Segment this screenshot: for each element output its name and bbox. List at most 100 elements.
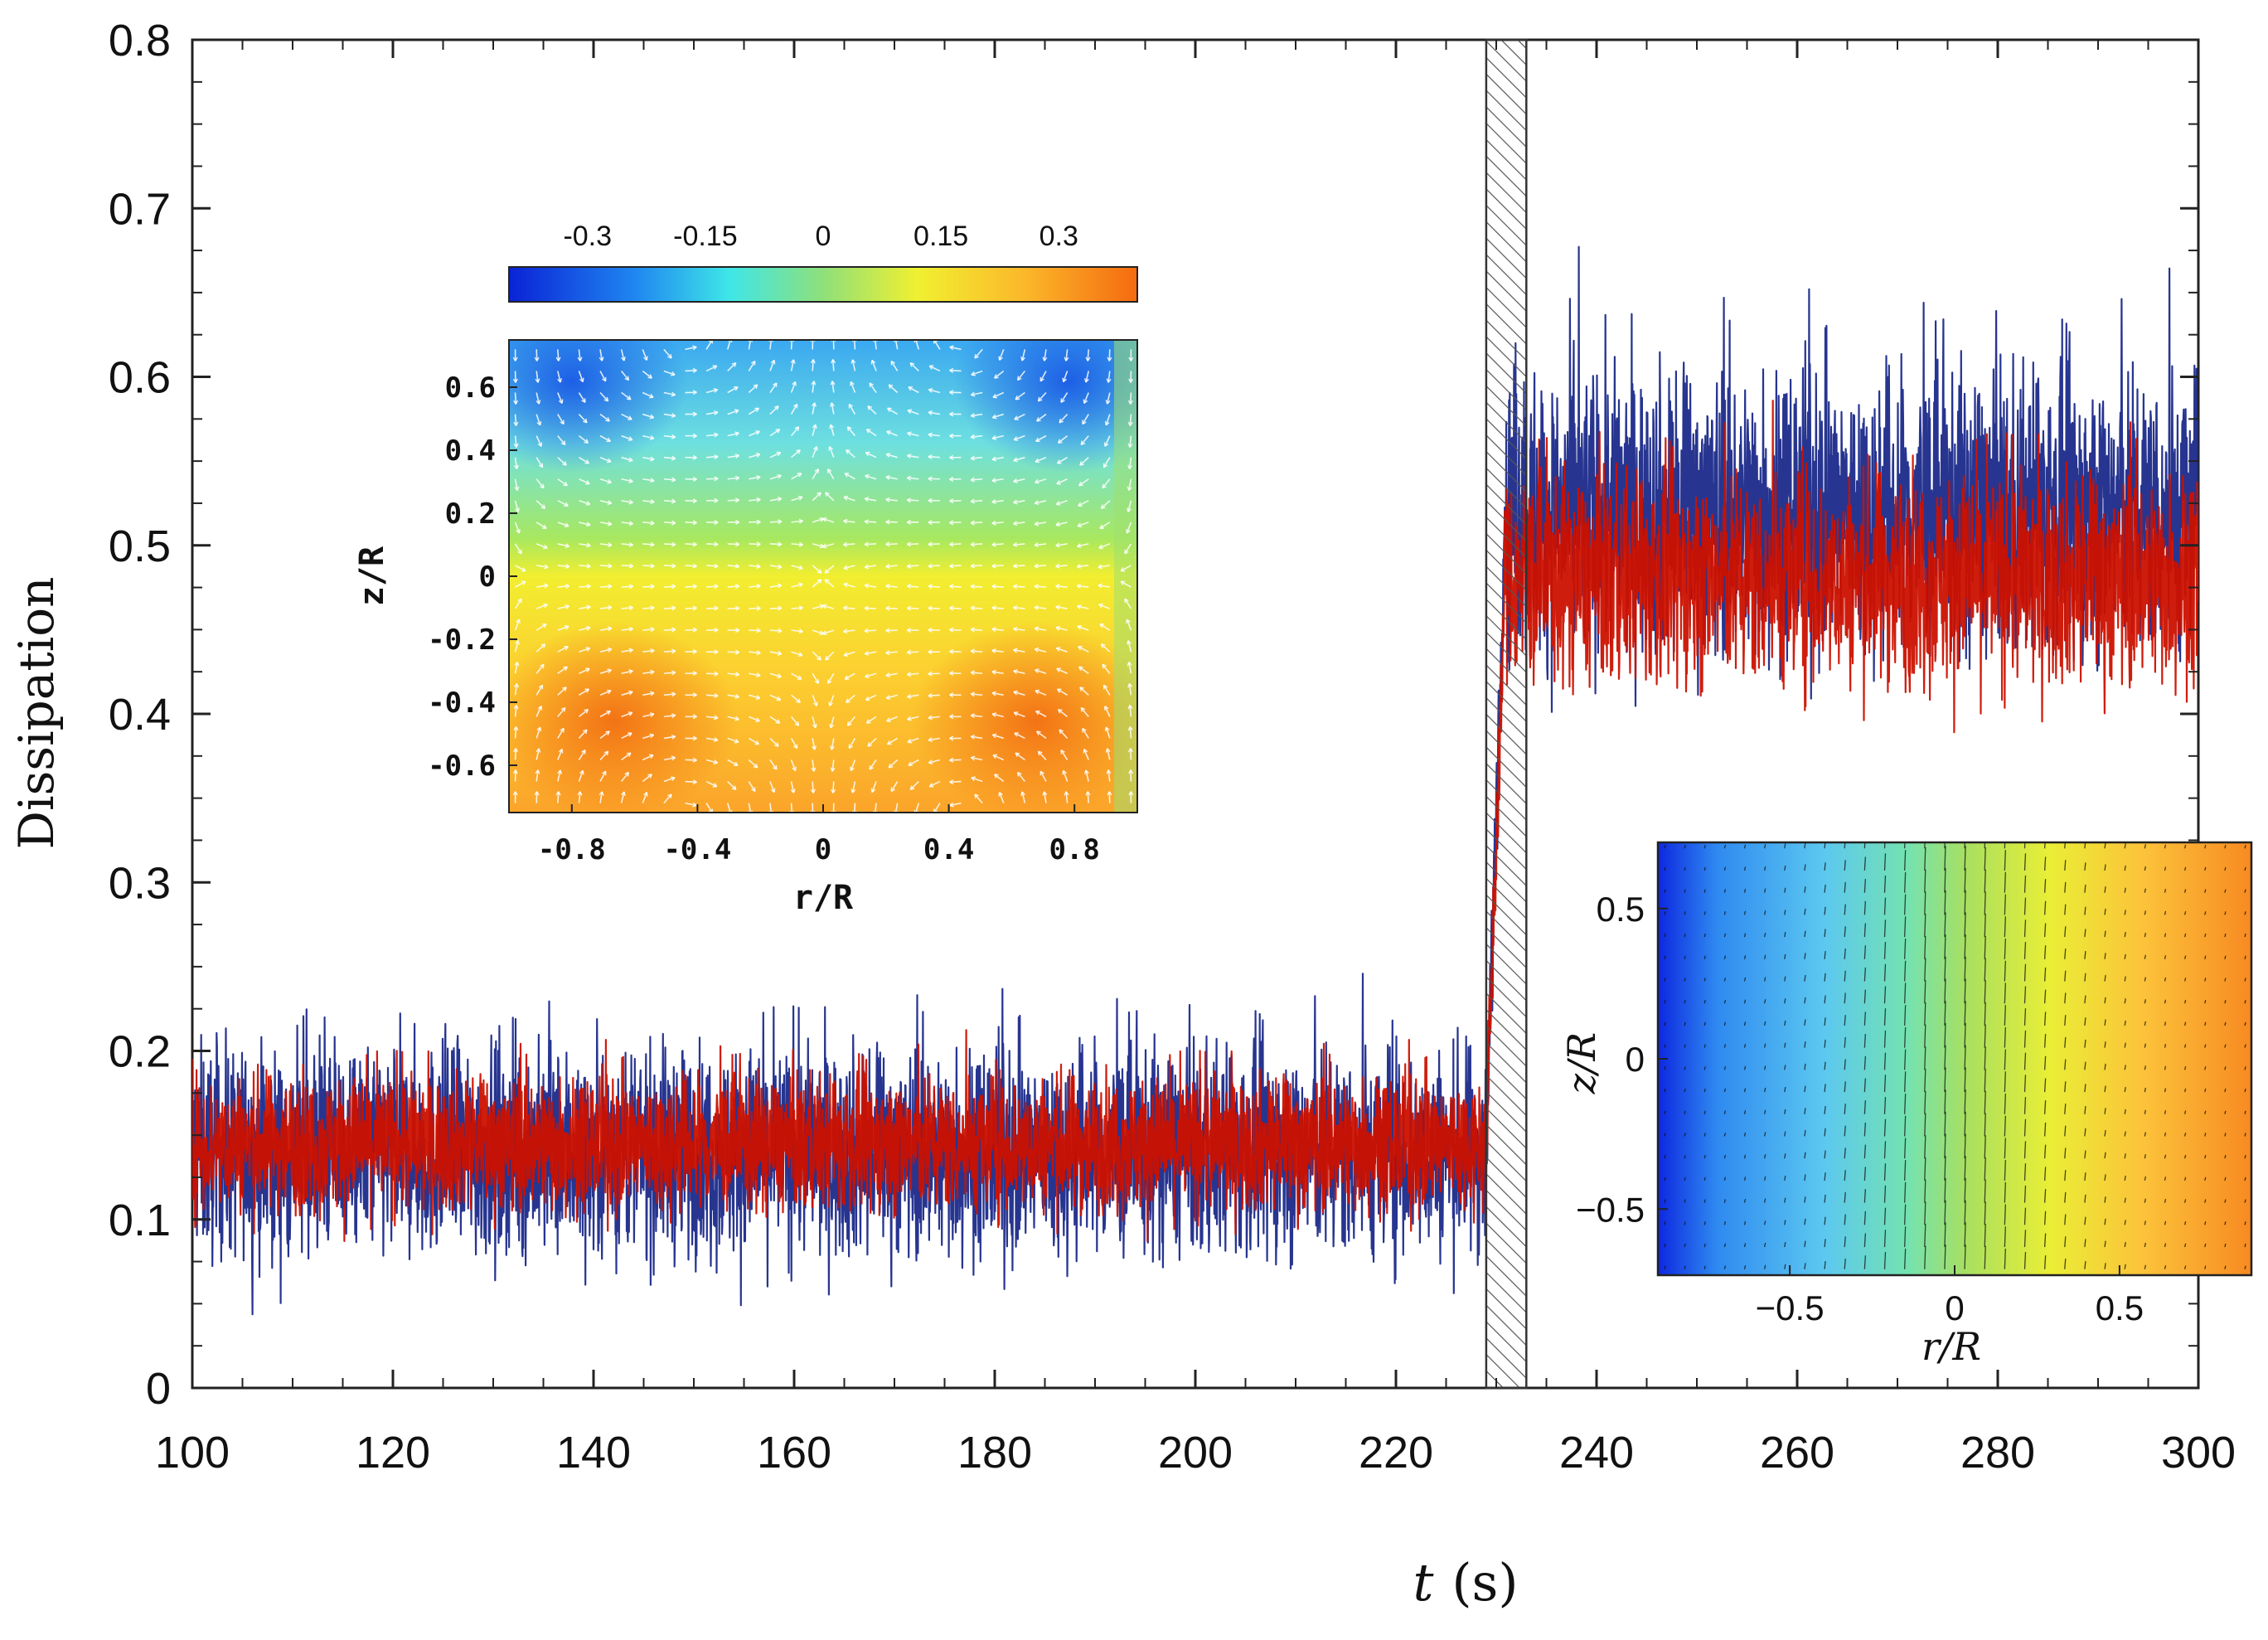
flow-arrow-head [586,522,591,527]
flow-arrow-head [1076,563,1082,569]
y-tick-label: 0.2 [109,1027,171,1077]
flow-arrow [1944,1177,1946,1203]
flow-arrow [2064,1015,2067,1026]
flow-arrow [827,672,835,684]
flow-arrow-head [1055,584,1060,590]
flow-arrow [991,585,1004,588]
flow-arrow [1703,955,1706,959]
flow-arrow [2204,978,2207,982]
flow-arrow [642,607,655,609]
flow-arrow [599,478,612,483]
flow-arrow [2023,1118,2027,1137]
flow-arrow-head [792,381,797,386]
flow-arrow-head [906,584,912,590]
flow-arrow [1883,1097,1887,1114]
flow-arrow [2204,1066,2207,1070]
flow-arrow-head [1013,669,1018,675]
flow-arrow [2244,1177,2246,1181]
flow-arrow-head [585,501,591,506]
flow-arrow [812,359,814,371]
flow-arrow-head [692,802,697,808]
flow-arrow [2104,1085,2106,1093]
flow-arrow-head [734,693,739,699]
flow-arrow [1703,1110,1706,1114]
x-tick-label: 160 [757,1428,831,1477]
flow-arrow-head [606,458,612,463]
flow-arrow-head [692,627,697,633]
flow-arrow-head [513,421,519,426]
flow-arrow [514,640,519,653]
flow-arrow-head [714,497,719,503]
flow-arrow [1035,627,1047,631]
flow-arrow-head [1083,399,1088,405]
flow-arrow [991,691,1004,696]
flow-arrow-head [821,604,827,609]
flow-arrow [1703,1243,1706,1248]
flow-arrow [1863,1211,1867,1225]
flow-arrow [2183,866,2187,871]
flow-arrow [536,457,544,468]
flow-arrow [2004,894,2007,915]
flow-arrow [2043,842,2046,849]
flow-arrow-head [560,706,566,712]
flow-arrow-head [1035,478,1040,484]
flow-arrow-head [563,666,568,672]
y-tick-label: 0 [146,1364,171,1414]
flow-arrow [885,454,898,459]
flow-arrow-head [565,563,570,569]
flow-arrow [2064,948,2067,959]
flow-arrow-head [1014,415,1019,420]
inset-left-x-tick-label: -0.8 [538,833,606,866]
flow-arrow-head [1107,357,1112,361]
flow-arrow-head [1040,376,1044,382]
flow-arrow [2064,992,2067,1004]
flow-arrow-head [586,542,591,548]
flow-arrow [748,781,756,792]
inset-right-arrows [1664,842,2246,1269]
flow-arrow [2164,1154,2167,1159]
flow-arrow [865,716,877,724]
flow-arrow [865,429,877,437]
flow-arrow-head [865,696,870,701]
flow-arrow-head [777,564,783,570]
flow-arrow-head [756,672,761,678]
flow-arrow [727,432,739,437]
flow-arrow-head [778,628,783,633]
flow-arrow [1743,955,1747,959]
flow-arrow-head [734,649,740,655]
flow-arrow [1083,392,1089,404]
flow-arrow-head [515,507,520,512]
flow-arrow [1035,669,1047,675]
flow-arrow-head [928,541,933,547]
flow-arrow [1844,1036,1846,1048]
flow-arrow [685,802,697,807]
flow-arrow-head [970,391,976,397]
flow-arrow [2084,1150,2086,1159]
flow-arrow [642,565,655,567]
flow-arrow-head [734,605,740,611]
flow-arrow [1102,457,1111,468]
flow-arrow-head [512,769,518,774]
flow-arrow [663,650,676,653]
flow-arrow [907,410,919,415]
flow-arrow [974,793,983,804]
flow-arrow [1723,911,1727,915]
flow-arrow [514,662,518,674]
flow-arrow [1703,999,1706,1004]
flow-arrow-head [582,418,588,424]
flow-arrow-head [991,478,996,483]
flow-arrow-head [581,398,586,403]
flow-arrow [1984,1069,1986,1093]
flow-arrow-head [626,752,632,758]
flow-arrow [663,370,676,376]
flow-arrow [2023,919,2027,938]
flow-arrow [949,543,962,546]
flow-arrow [1883,897,1887,915]
flow-arrow-head [626,395,632,400]
flow-arrow [1098,604,1111,609]
y-tick-label: 0.4 [109,690,171,740]
flow-arrow-head [817,569,822,574]
flow-arrow-head [906,628,911,633]
flow-arrow [2023,1052,2027,1070]
flow-arrow [886,430,898,437]
